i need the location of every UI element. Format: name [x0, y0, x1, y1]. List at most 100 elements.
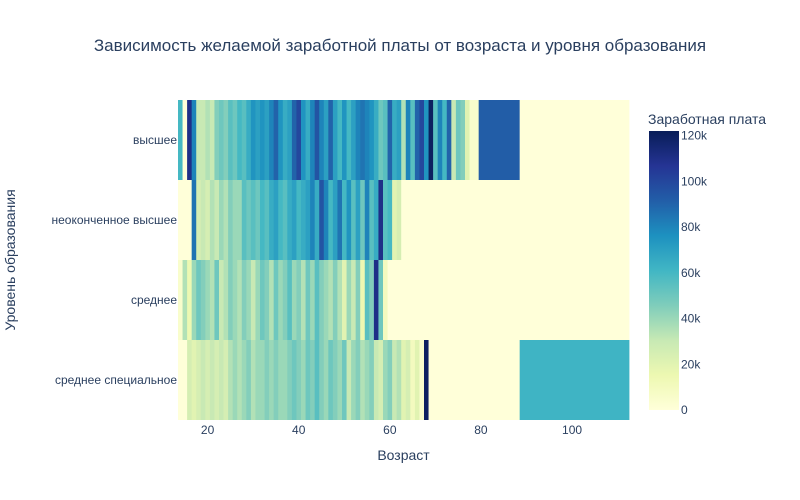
heatmap-cell — [196, 340, 202, 420]
heatmap-cell — [355, 100, 361, 180]
heatmap-cell — [273, 260, 279, 340]
heatmap-cell — [383, 260, 388, 340]
heatmap-cell — [291, 180, 297, 260]
heatmap-cell — [296, 260, 302, 340]
heatmap-cell — [387, 260, 630, 340]
heatmap-cell — [264, 260, 270, 340]
colorbar-tick-label: 0 — [681, 403, 688, 417]
heatmap-cell — [314, 180, 320, 260]
heatmap-cell — [310, 180, 316, 260]
heatmap-cell — [519, 100, 630, 180]
colorbar-tick-label: 20k — [681, 357, 701, 371]
heatmap-cell — [205, 180, 211, 260]
heatmap-cell — [337, 260, 343, 340]
heatmap-cell — [278, 180, 284, 260]
heatmap-cell — [469, 100, 475, 180]
heatmap-cell — [219, 260, 224, 340]
heatmap-cell — [401, 180, 630, 260]
heatmap-cell — [364, 180, 370, 260]
heatmap-cell — [310, 100, 316, 180]
heatmap-cell — [205, 260, 211, 340]
heatmap-cell — [260, 260, 265, 340]
heatmap-cell — [369, 100, 375, 180]
heatmap-cell — [328, 260, 334, 340]
heatmap-cell — [392, 100, 398, 180]
heatmap-cell — [465, 100, 470, 180]
heatmap-cell — [355, 340, 361, 420]
heatmap-cell — [255, 340, 261, 420]
heatmap-cell — [278, 260, 284, 340]
heatmap-cell — [328, 180, 334, 260]
heatmap-cell — [191, 100, 197, 180]
heatmap-cell — [191, 180, 197, 260]
heatmap-cell — [405, 340, 411, 420]
heatmap-cell — [319, 340, 325, 420]
heatmap-cell — [269, 260, 275, 340]
heatmap-cell — [387, 100, 393, 180]
heatmap-row — [178, 100, 630, 180]
heatmap-cell — [287, 180, 293, 260]
heatmap-cell — [396, 100, 402, 180]
colorbar-ticks: 0 20k 40k 60k 80k 100k 120k — [681, 129, 708, 417]
heatmap-cell — [346, 180, 352, 260]
heatmap-cell — [373, 260, 379, 340]
heatmap-cell — [305, 340, 311, 420]
heatmap-cell — [196, 180, 202, 260]
heatmap-cell — [200, 180, 206, 260]
heatmap-cell — [246, 100, 252, 180]
heatmap-cell — [355, 180, 361, 260]
y-tick-label: среднее — [131, 293, 177, 307]
heatmap-cell — [319, 100, 325, 180]
colorbar — [649, 131, 679, 410]
heatmap-cell — [396, 180, 402, 260]
heatmap-cell — [273, 340, 279, 420]
heatmap-cell — [182, 100, 188, 180]
heatmap-cell — [241, 260, 247, 340]
heatmap-cell — [387, 180, 393, 260]
heatmap-cell — [369, 260, 375, 340]
heatmap-cell — [323, 340, 329, 420]
x-tick-label: 100 — [562, 423, 582, 437]
heatmap-cell — [433, 100, 439, 180]
heatmap-cell — [228, 260, 234, 340]
heatmap-cell — [250, 260, 256, 340]
x-tick-label: 20 — [201, 423, 215, 437]
heatmap-cell — [200, 260, 206, 340]
heatmap-cell — [337, 180, 343, 260]
heatmap-cell — [255, 180, 261, 260]
heatmap-cell — [346, 260, 352, 340]
heatmap-cell — [369, 340, 375, 420]
heatmap-cell — [187, 340, 193, 420]
heatmap-cell — [319, 260, 325, 340]
heatmap-cell — [273, 100, 279, 180]
heatmap-cell — [282, 100, 288, 180]
heatmap-cell — [255, 100, 261, 180]
heatmap-cell — [209, 100, 215, 180]
colorbar-tick-label: 60k — [681, 266, 701, 280]
heatmap-cell — [323, 180, 329, 260]
heatmap-cell — [223, 260, 229, 340]
x-tick-label: 40 — [292, 423, 306, 437]
heatmap-cell — [296, 180, 302, 260]
heatmap-cell — [178, 180, 193, 260]
heatmap-cell — [237, 100, 243, 180]
heatmap-cell — [396, 340, 402, 420]
heatmap-cell — [191, 260, 197, 340]
heatmap-cell — [196, 260, 202, 340]
heatmap-cell — [264, 180, 270, 260]
heatmap-cell — [383, 340, 388, 420]
heatmap-cell — [332, 180, 338, 260]
heatmap-cell — [200, 100, 206, 180]
heatmap-cell — [250, 340, 256, 420]
y-axis-label: Уровень образования — [2, 189, 18, 330]
heatmap-cell — [287, 340, 293, 420]
heatmap-cell — [260, 100, 265, 180]
heatmap-cell — [282, 260, 288, 340]
heatmap-cell — [410, 100, 416, 180]
heatmap-cell — [209, 180, 215, 260]
colorbar-tick-label: 100k — [681, 174, 708, 188]
heatmap-cell — [364, 260, 370, 340]
heatmap-cell — [178, 100, 183, 180]
heatmap-cell — [351, 180, 357, 260]
